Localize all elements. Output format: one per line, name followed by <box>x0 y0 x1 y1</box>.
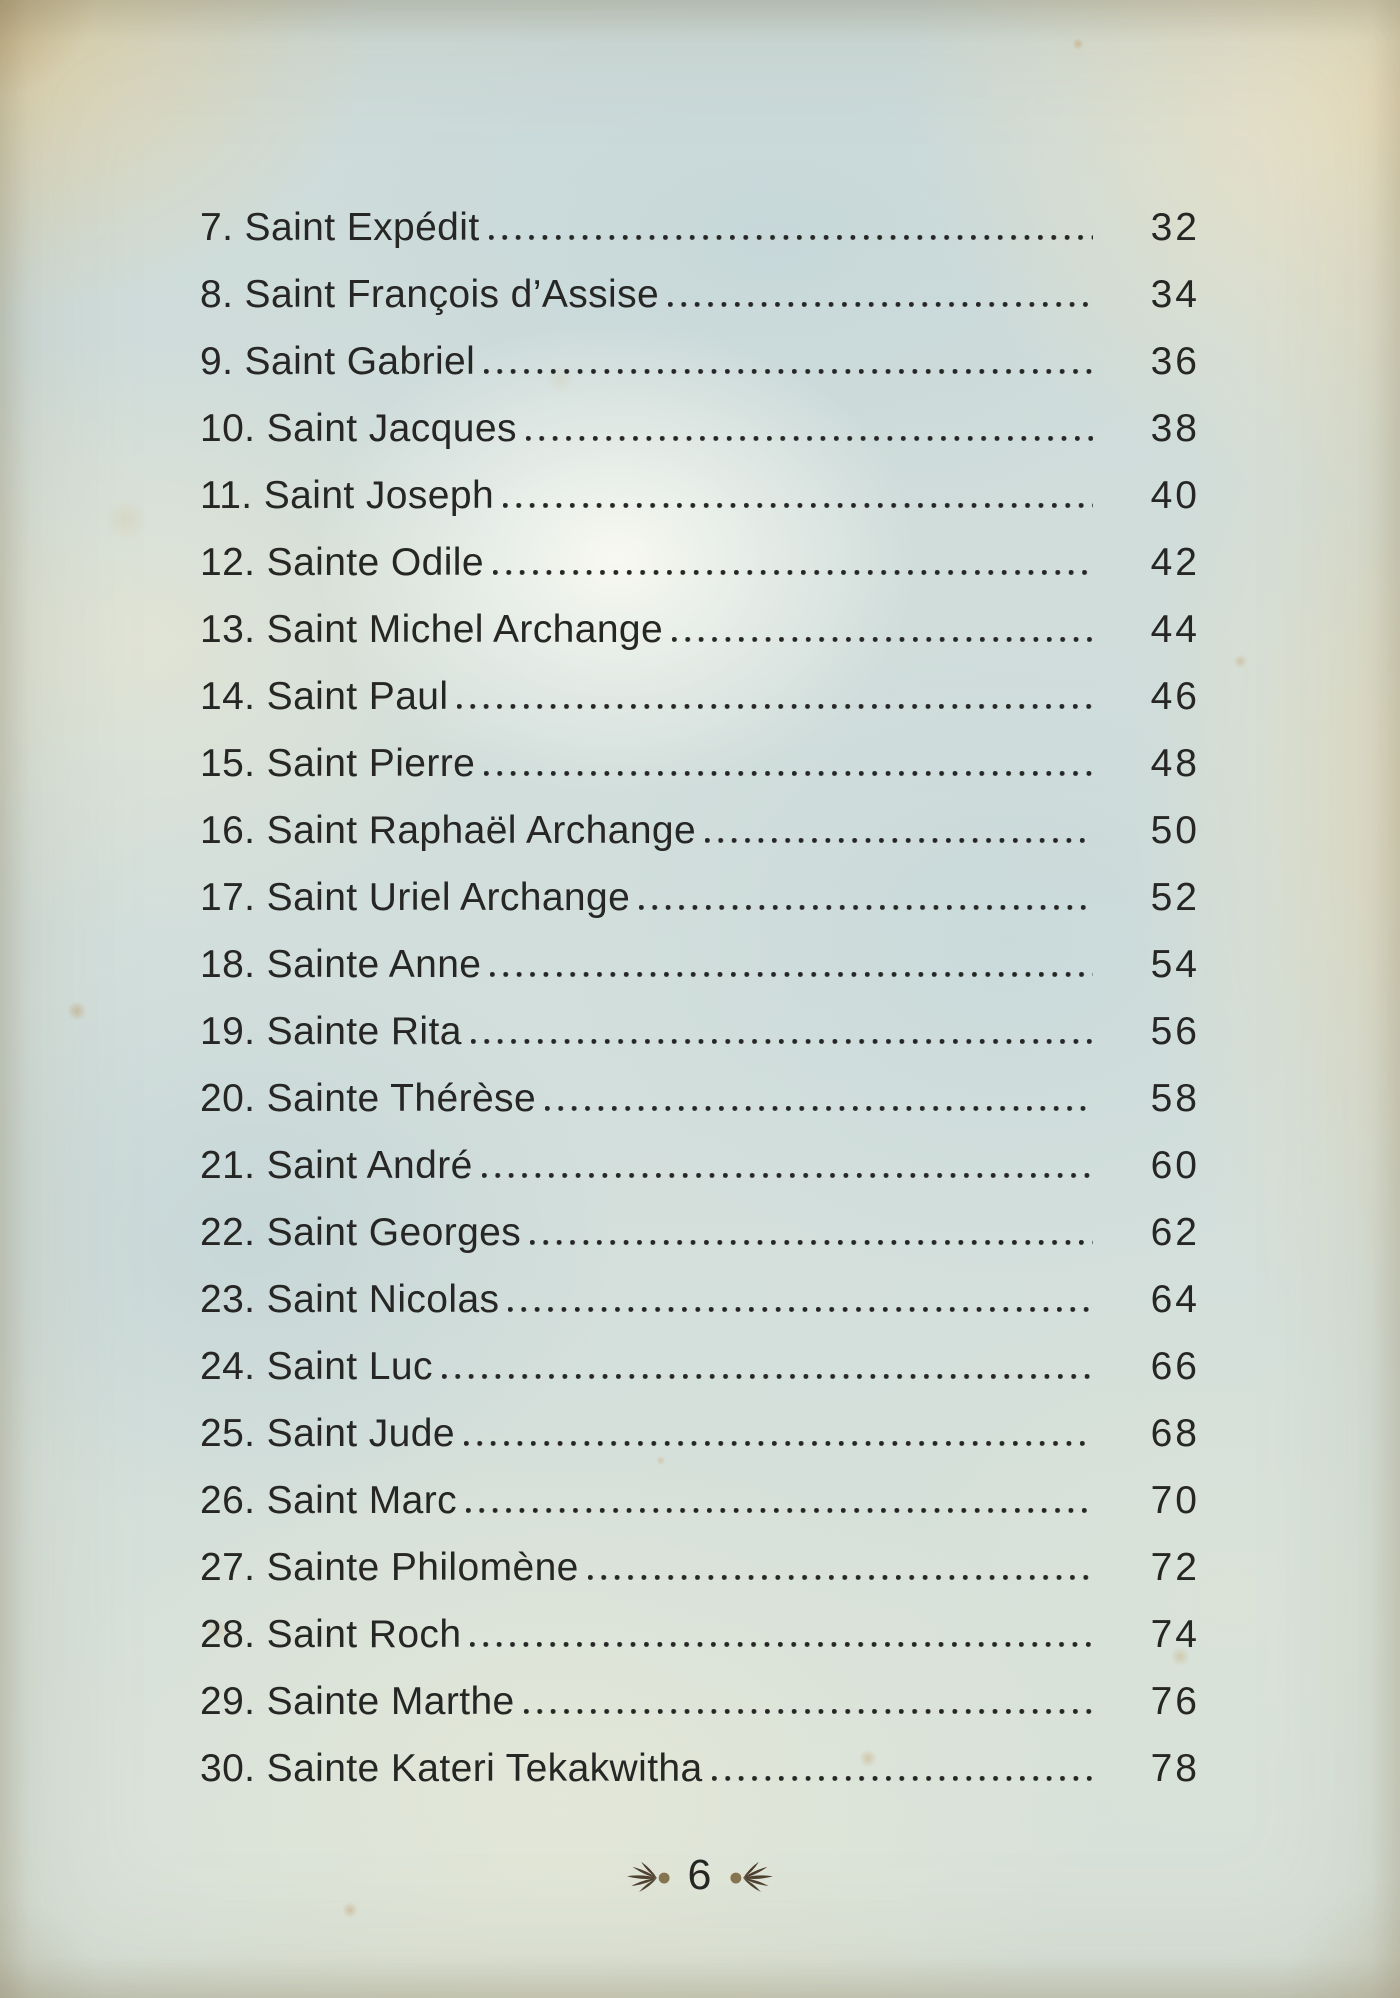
toc-entry[interactable]: 8. Saint François d’Assise 34 <box>200 261 1200 328</box>
toc-entry[interactable]: 17. Saint Uriel Archange 52 <box>200 864 1200 931</box>
toc-entry[interactable]: 30. Sainte Kateri Tekakwitha 78 <box>200 1735 1200 1802</box>
toc-entry-page-number: 50 <box>1150 809 1200 852</box>
toc-entry[interactable]: 11. Saint Joseph 40 <box>200 462 1200 529</box>
toc-entry-label: 20. Sainte Thérèse <box>200 1077 537 1120</box>
toc-entry-label: 13. Saint Michel Archange <box>200 608 664 651</box>
toc-entry-page-number: 78 <box>1150 1747 1200 1790</box>
toc-entry-label: 19. Sainte Rita <box>200 1010 462 1053</box>
toc-entry-label: 30. Sainte Kateri Tekakwitha <box>200 1747 703 1790</box>
toc-entry-page-number: 62 <box>1150 1211 1200 1254</box>
toc-entry[interactable]: 15. Saint Pierre 48 <box>200 730 1200 797</box>
toc-entry[interactable]: 12. Sainte Odile 42 <box>200 529 1200 596</box>
toc-entry[interactable]: 29. Sainte Marthe 76 <box>200 1668 1200 1735</box>
toc-entry-page-number: 40 <box>1150 474 1200 517</box>
toc-entry[interactable]: 14. Saint Paul 46 <box>200 663 1200 730</box>
toc-entry-page-number: 58 <box>1150 1077 1200 1120</box>
toc-entry-label: 10. Saint Jacques <box>200 407 517 450</box>
toc-entry-label: 15. Saint Pierre <box>200 742 476 785</box>
fleuron-left-icon <box>626 1861 670 1892</box>
toc-entry-page-number: 64 <box>1150 1278 1200 1321</box>
toc-entry-label: 26. Saint Marc <box>200 1479 458 1522</box>
toc-entry[interactable]: 28. Saint Roch 74 <box>200 1601 1200 1668</box>
toc-entry-label: 9. Saint Gabriel <box>200 340 476 383</box>
toc-entry-label: 25. Saint Jude <box>200 1412 455 1455</box>
toc-entry-page-number: 72 <box>1150 1546 1200 1589</box>
toc-entry-page-number: 42 <box>1150 541 1200 584</box>
toc-entry-label: 16. Saint Raphaël Archange <box>200 809 697 852</box>
toc-entry-label: 8. Saint François d’Assise <box>200 273 660 316</box>
toc-entry-page-number: 76 <box>1150 1680 1200 1723</box>
toc-entry-label: 11. Saint Joseph <box>200 474 495 517</box>
toc-entry[interactable]: 27. Sainte Philomène 72 <box>200 1534 1200 1601</box>
page-number: 6 <box>687 1851 713 1899</box>
toc-entry-label: 28. Saint Roch <box>200 1613 462 1656</box>
toc-entry-page-number: 56 <box>1150 1010 1200 1053</box>
toc-entry-page-number: 44 <box>1150 608 1200 651</box>
toc-entry-page-number: 34 <box>1150 273 1200 316</box>
toc-entry[interactable]: 18. Sainte Anne 54 <box>200 931 1200 998</box>
toc-entry-label: 29. Sainte Marthe <box>200 1680 515 1723</box>
toc-entry-label: 18. Sainte Anne <box>200 943 482 986</box>
page-footer: 6 <box>0 1851 1400 1899</box>
toc-entry[interactable]: 26. Saint Marc 70 <box>200 1467 1200 1534</box>
toc-entry[interactable]: 21. Saint André 60 <box>200 1132 1200 1199</box>
toc-entry-label: 14. Saint Paul <box>200 675 449 718</box>
table-of-contents: 7. Saint Expédit 32 8. Saint François d’… <box>200 194 1200 1802</box>
toc-entry-label: 23. Saint Nicolas <box>200 1278 500 1321</box>
toc-entry[interactable]: 13. Saint Michel Archange 44 <box>200 596 1200 663</box>
toc-entry[interactable]: 7. Saint Expédit 32 <box>200 194 1200 261</box>
toc-entry-label: 17. Saint Uriel Archange <box>200 876 631 919</box>
toc-entry[interactable]: 16. Saint Raphaël Archange 50 <box>200 797 1200 864</box>
toc-entry-page-number: 32 <box>1150 206 1200 249</box>
toc-entry[interactable]: 23. Saint Nicolas 64 <box>200 1266 1200 1333</box>
toc-entry-label: 12. Sainte Odile <box>200 541 484 584</box>
toc-entry-label: 27. Sainte Philomène <box>200 1546 579 1589</box>
toc-entry-page-number: 52 <box>1150 876 1200 919</box>
toc-entry-label: 24. Saint Luc <box>200 1345 433 1388</box>
toc-entry[interactable]: 20. Sainte Thérèse 58 <box>200 1065 1200 1132</box>
toc-entry-page-number: 36 <box>1150 340 1200 383</box>
toc-entry-page-number: 60 <box>1150 1144 1200 1187</box>
toc-entry-page-number: 46 <box>1150 675 1200 718</box>
toc-entry-page-number: 70 <box>1150 1479 1200 1522</box>
toc-entry-page-number: 54 <box>1150 943 1200 986</box>
toc-entry[interactable]: 25. Saint Jude 68 <box>200 1400 1200 1467</box>
toc-entry[interactable]: 22. Saint Georges 62 <box>200 1199 1200 1266</box>
toc-entry[interactable]: 10. Saint Jacques 38 <box>200 395 1200 462</box>
toc-entry-page-number: 48 <box>1150 742 1200 785</box>
toc-entry-label: 21. Saint André <box>200 1144 473 1187</box>
toc-entry[interactable]: 19. Sainte Rita 56 <box>200 998 1200 1065</box>
toc-entry-page-number: 74 <box>1150 1613 1200 1656</box>
toc-entry-label: 22. Saint Georges <box>200 1211 522 1254</box>
toc-entry[interactable]: 9. Saint Gabriel 36 <box>200 328 1200 395</box>
toc-entry-label: 7. Saint Expédit <box>200 206 480 249</box>
toc-entry-page-number: 66 <box>1150 1345 1200 1388</box>
toc-entry-page-number: 38 <box>1150 407 1200 450</box>
toc-entry[interactable]: 24. Saint Luc 66 <box>200 1333 1200 1400</box>
fleuron-right-icon <box>730 1861 774 1892</box>
toc-entry-page-number: 68 <box>1150 1412 1200 1455</box>
